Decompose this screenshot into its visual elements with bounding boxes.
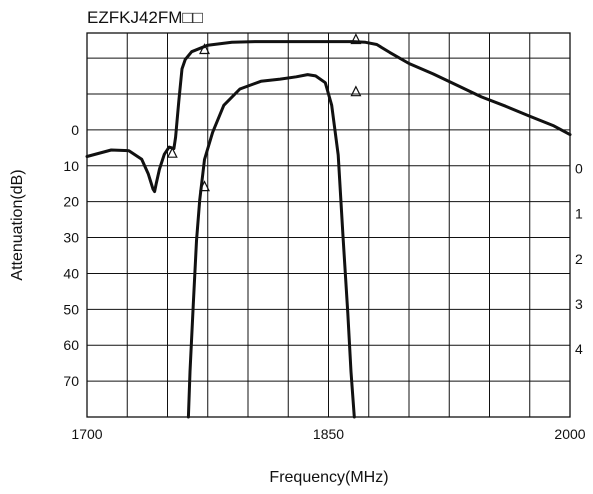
triangle-marker	[166, 146, 178, 158]
chart-title: EZFKJ42FM□□	[87, 8, 203, 27]
y-axis-label: Attenuation(dB)	[9, 169, 26, 280]
y-tick-label-left: 30	[63, 230, 79, 246]
y-tick-label-right: 1	[575, 206, 583, 222]
y-tick-label-right: 3	[575, 296, 583, 312]
curves	[85, 33, 572, 419]
y-tick-label-left: 50	[63, 301, 79, 317]
x-tick-label: 2000	[554, 426, 585, 442]
y-tick-label-left: 0	[71, 122, 79, 138]
x-tick-label: 1850	[313, 426, 344, 442]
triangle-marker	[350, 33, 362, 45]
triangle-marker	[350, 85, 362, 97]
wideband-curve	[85, 40, 572, 194]
plot-frame	[86, 32, 571, 418]
x-axis-label: Frequency(MHz)	[269, 469, 388, 486]
y-tick-label-right: 4	[575, 341, 583, 357]
y-tick-label-left: 20	[63, 194, 79, 210]
y-tick-label-right: 0	[575, 161, 583, 177]
y-tick-label-left: 60	[63, 337, 79, 353]
y-tick-label-left: 10	[63, 158, 79, 174]
y-tick-label-right: 2	[575, 251, 583, 267]
triangle-marker	[199, 180, 210, 192]
y-tick-label-left: 40	[63, 265, 79, 281]
triangle-marker	[199, 43, 210, 55]
tick-labels: 0 10 20 30 40 50 60 70 0 1 2 3 4 1700 1850 2000	[63, 122, 585, 442]
y-tick-label-left: 70	[63, 373, 79, 389]
passband-curve	[186, 73, 356, 419]
x-tick-label: 1700	[71, 426, 102, 442]
